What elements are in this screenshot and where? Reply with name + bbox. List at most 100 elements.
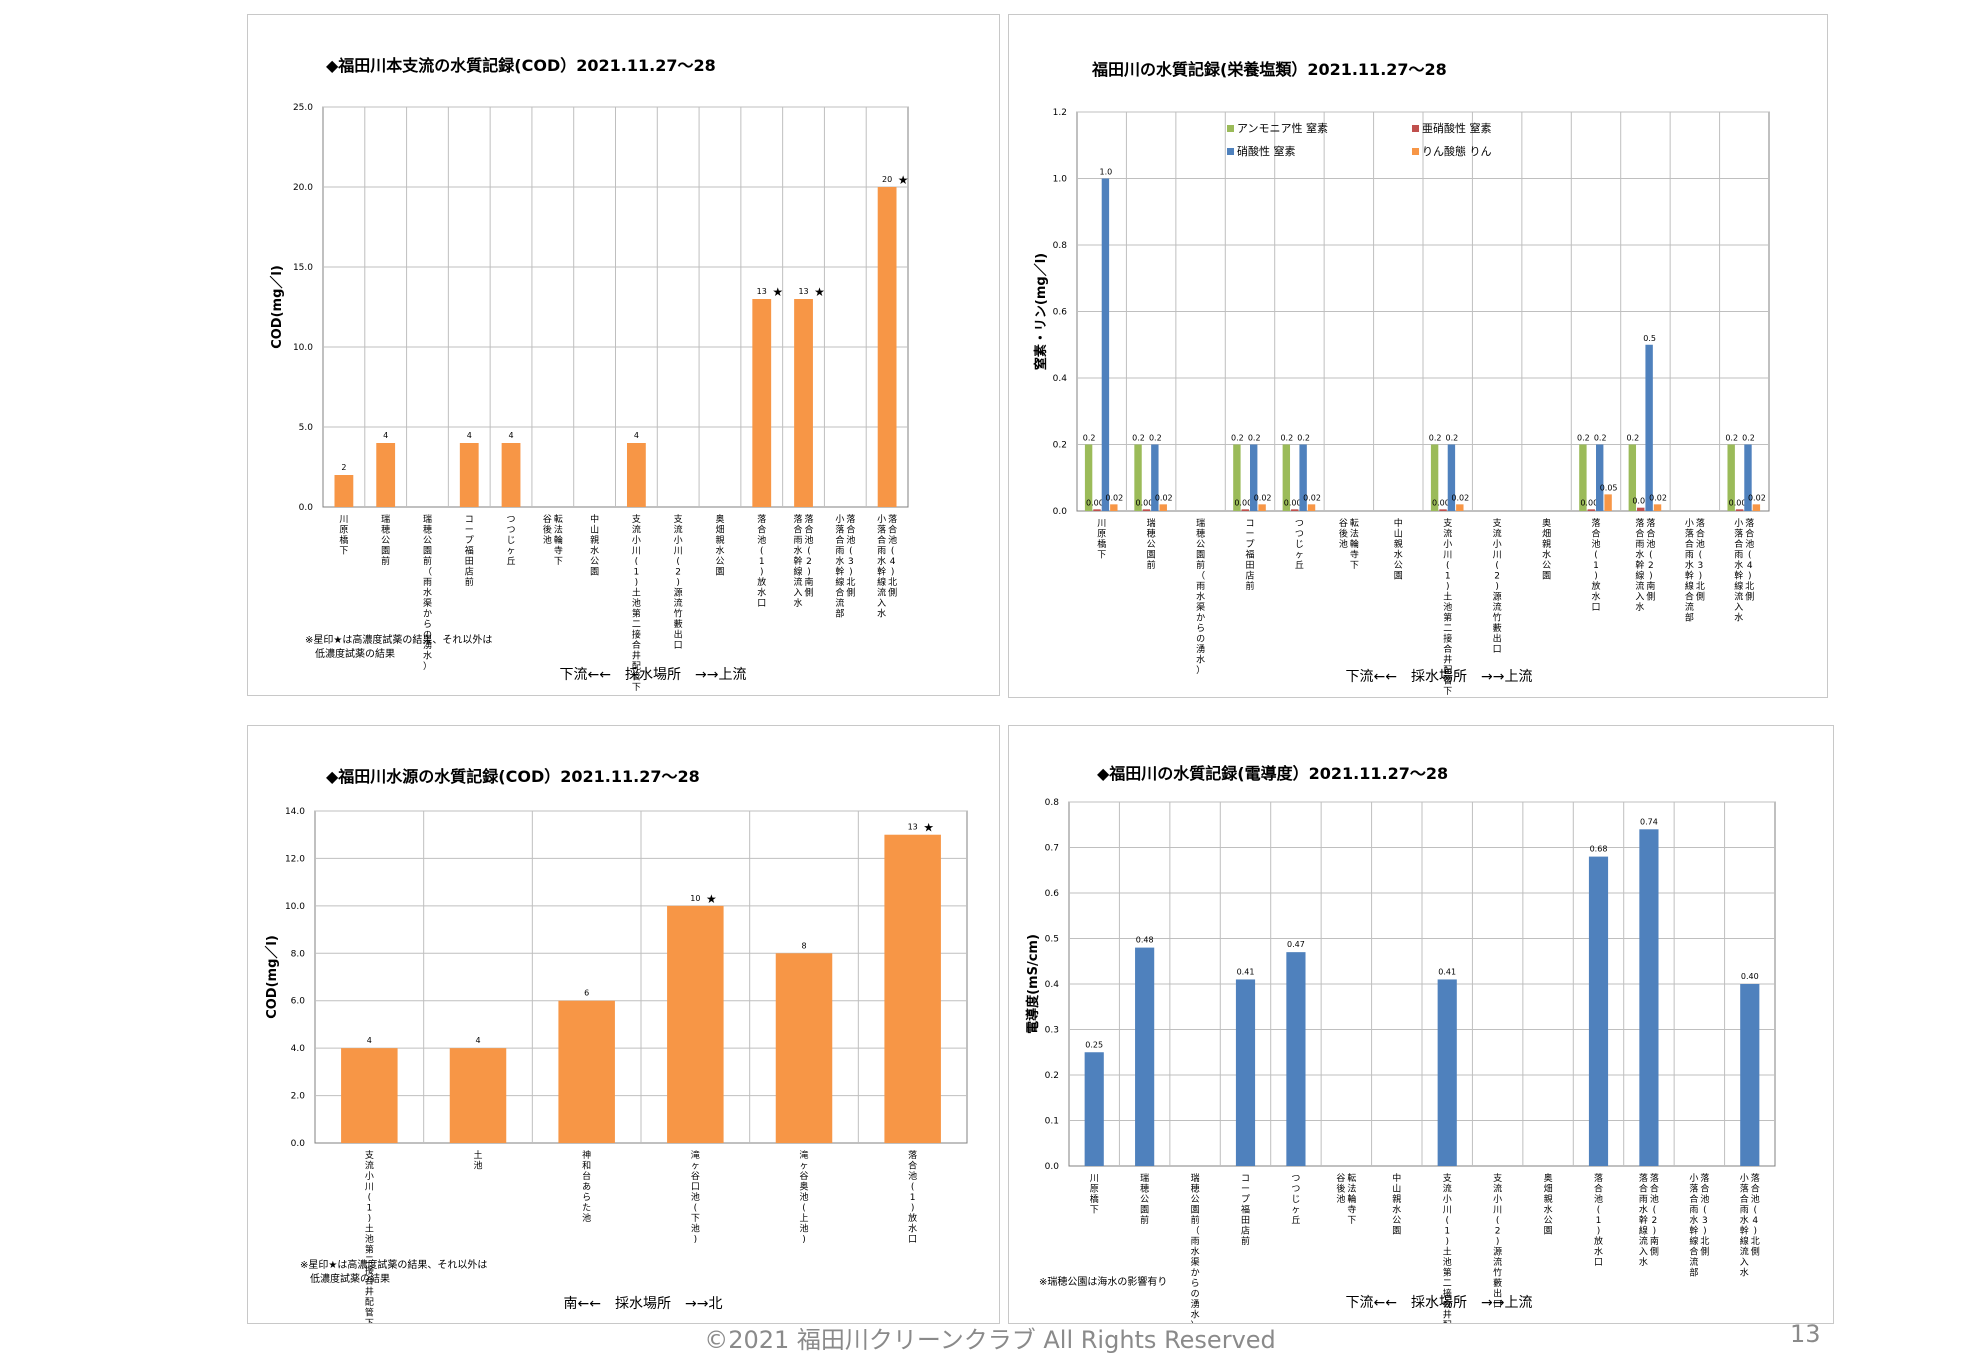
svg-text:水: 水: [1196, 654, 1205, 666]
chart-cod-main: ◆福田川本支流の水質記録(COD）2021.11.27～28 0.0 5.0 10.0…: [269, 56, 909, 693]
chart2-data-label: 0.02: [1748, 493, 1766, 502]
svg-text:合: 合: [1751, 1183, 1760, 1195]
svg-text:池: 池: [846, 534, 855, 546]
svg-text:山: 山: [1392, 1184, 1401, 1195]
chart4-bar: [1740, 984, 1760, 1166]
chart2-bar: [1735, 509, 1744, 511]
svg-text:川: 川: [339, 515, 348, 525]
footer-copyright: ©2021 福田川クリーンクラブ All Rights Reserved: [704, 1326, 1276, 1354]
svg-text:池: 池: [1591, 538, 1600, 550]
svg-text:落: 落: [1646, 517, 1655, 529]
svg-text:奥: 奥: [1544, 1172, 1553, 1184]
svg-text:池: 池: [1751, 1193, 1760, 1205]
svg-text:南: 南: [1646, 580, 1655, 592]
svg-text:接: 接: [632, 629, 641, 641]
chart2-ytick-label: 1.0: [1053, 175, 1068, 185]
svg-text:二: 二: [1443, 1279, 1452, 1289]
svg-text:落: 落: [835, 524, 844, 536]
svg-text:園: 園: [715, 567, 724, 578]
chart2-data-label: 0.2: [1742, 434, 1755, 443]
svg-text:支: 支: [1443, 517, 1452, 529]
svg-text:藪: 藪: [674, 618, 683, 630]
svg-text:口: 口: [691, 1183, 700, 1193]
svg-text:水: 水: [1196, 591, 1205, 603]
chart2-bar: [1241, 509, 1249, 511]
svg-text:池: 池: [691, 1223, 700, 1235]
svg-text:): ): [1653, 1227, 1657, 1237]
chart2-bar: [1142, 509, 1151, 511]
chart1-bar: [459, 443, 479, 507]
chart2-data-label: 0.02: [1155, 493, 1173, 502]
svg-text:店: 店: [465, 566, 474, 578]
svg-text:上: 上: [799, 1213, 808, 1224]
chart2-data-label: 0.2: [1594, 434, 1607, 443]
svg-text:の: の: [423, 631, 432, 641]
svg-text:小: 小: [1689, 1173, 1698, 1184]
svg-text:水: 水: [1544, 1204, 1553, 1216]
svg-text:管: 管: [632, 671, 641, 683]
svg-text:下: 下: [1097, 551, 1106, 561]
svg-text:後: 後: [1336, 1183, 1345, 1195]
svg-text:落: 落: [1685, 528, 1694, 540]
svg-text:園: 園: [1147, 550, 1156, 561]
svg-text:中: 中: [1394, 517, 1403, 529]
chart3-bar: [775, 953, 833, 1143]
svg-text:前: 前: [1245, 580, 1254, 592]
svg-text:前: 前: [1196, 559, 1205, 571]
svg-text:台: 台: [582, 1170, 591, 1182]
chart4-ytick-label: 0.4: [1045, 980, 1060, 990]
svg-text:ヶ: ヶ: [1295, 551, 1304, 561]
svg-text:接: 接: [1443, 633, 1452, 645]
svg-text:畑: 畑: [715, 524, 724, 536]
svg-text:落: 落: [1700, 1172, 1709, 1184]
svg-text:合: 合: [1685, 538, 1694, 550]
svg-text:配: 配: [1443, 1320, 1452, 1323]
svg-text:竹: 竹: [674, 608, 683, 620]
svg-text:支: 支: [632, 513, 641, 525]
svg-text:2: 2: [806, 557, 812, 567]
svg-text:側: 側: [1646, 591, 1655, 603]
svg-text:口: 口: [908, 1235, 917, 1245]
chart3-bar: [449, 1048, 507, 1143]
svg-text:雨: 雨: [794, 535, 803, 546]
svg-text:合: 合: [1740, 1193, 1749, 1205]
chart-panel-cod-source: ◆福田川水源の水質記録(COD）2021.11.27～28 0.0 2.0 4.0 6.…: [247, 725, 1000, 1324]
svg-text:転: 転: [554, 514, 563, 525]
chart3-data-label: 4: [475, 1036, 480, 1045]
chart2-legend-label: りん酸態 りん: [1422, 144, 1492, 158]
svg-text:(: (: [1748, 551, 1752, 561]
svg-text:池: 池: [1646, 538, 1655, 550]
svg-text:): ): [1748, 572, 1752, 582]
svg-text:園: 園: [1140, 1205, 1149, 1216]
svg-text:北: 北: [846, 577, 855, 588]
chart3-ylabel: COD(mg／l): [264, 935, 280, 1019]
chart4-ytick-label: 0.1: [1045, 1117, 1059, 1127]
svg-text:原: 原: [339, 525, 348, 536]
svg-text:土: 土: [1443, 591, 1452, 603]
chart2-bar: [1250, 444, 1258, 511]
svg-text:（: （: [423, 567, 432, 578]
svg-text:源: 源: [1493, 592, 1502, 603]
svg-text:田: 田: [465, 556, 474, 567]
svg-text:原: 原: [1090, 1184, 1099, 1195]
svg-text:配: 配: [1443, 665, 1452, 676]
svg-text:合: 合: [877, 534, 886, 546]
svg-text:水: 水: [757, 587, 766, 599]
svg-text:合: 合: [1650, 1183, 1659, 1195]
svg-text:支: 支: [674, 513, 683, 525]
chart2-bar: [1307, 504, 1316, 511]
svg-text:井: 井: [1443, 654, 1452, 666]
svg-text:つ: つ: [507, 526, 516, 536]
svg-text:2: 2: [1495, 1227, 1501, 1237]
svg-text:寺: 寺: [554, 546, 563, 557]
chart2-data-label: 0.005: [1284, 498, 1307, 507]
svg-text:下: 下: [632, 683, 641, 693]
